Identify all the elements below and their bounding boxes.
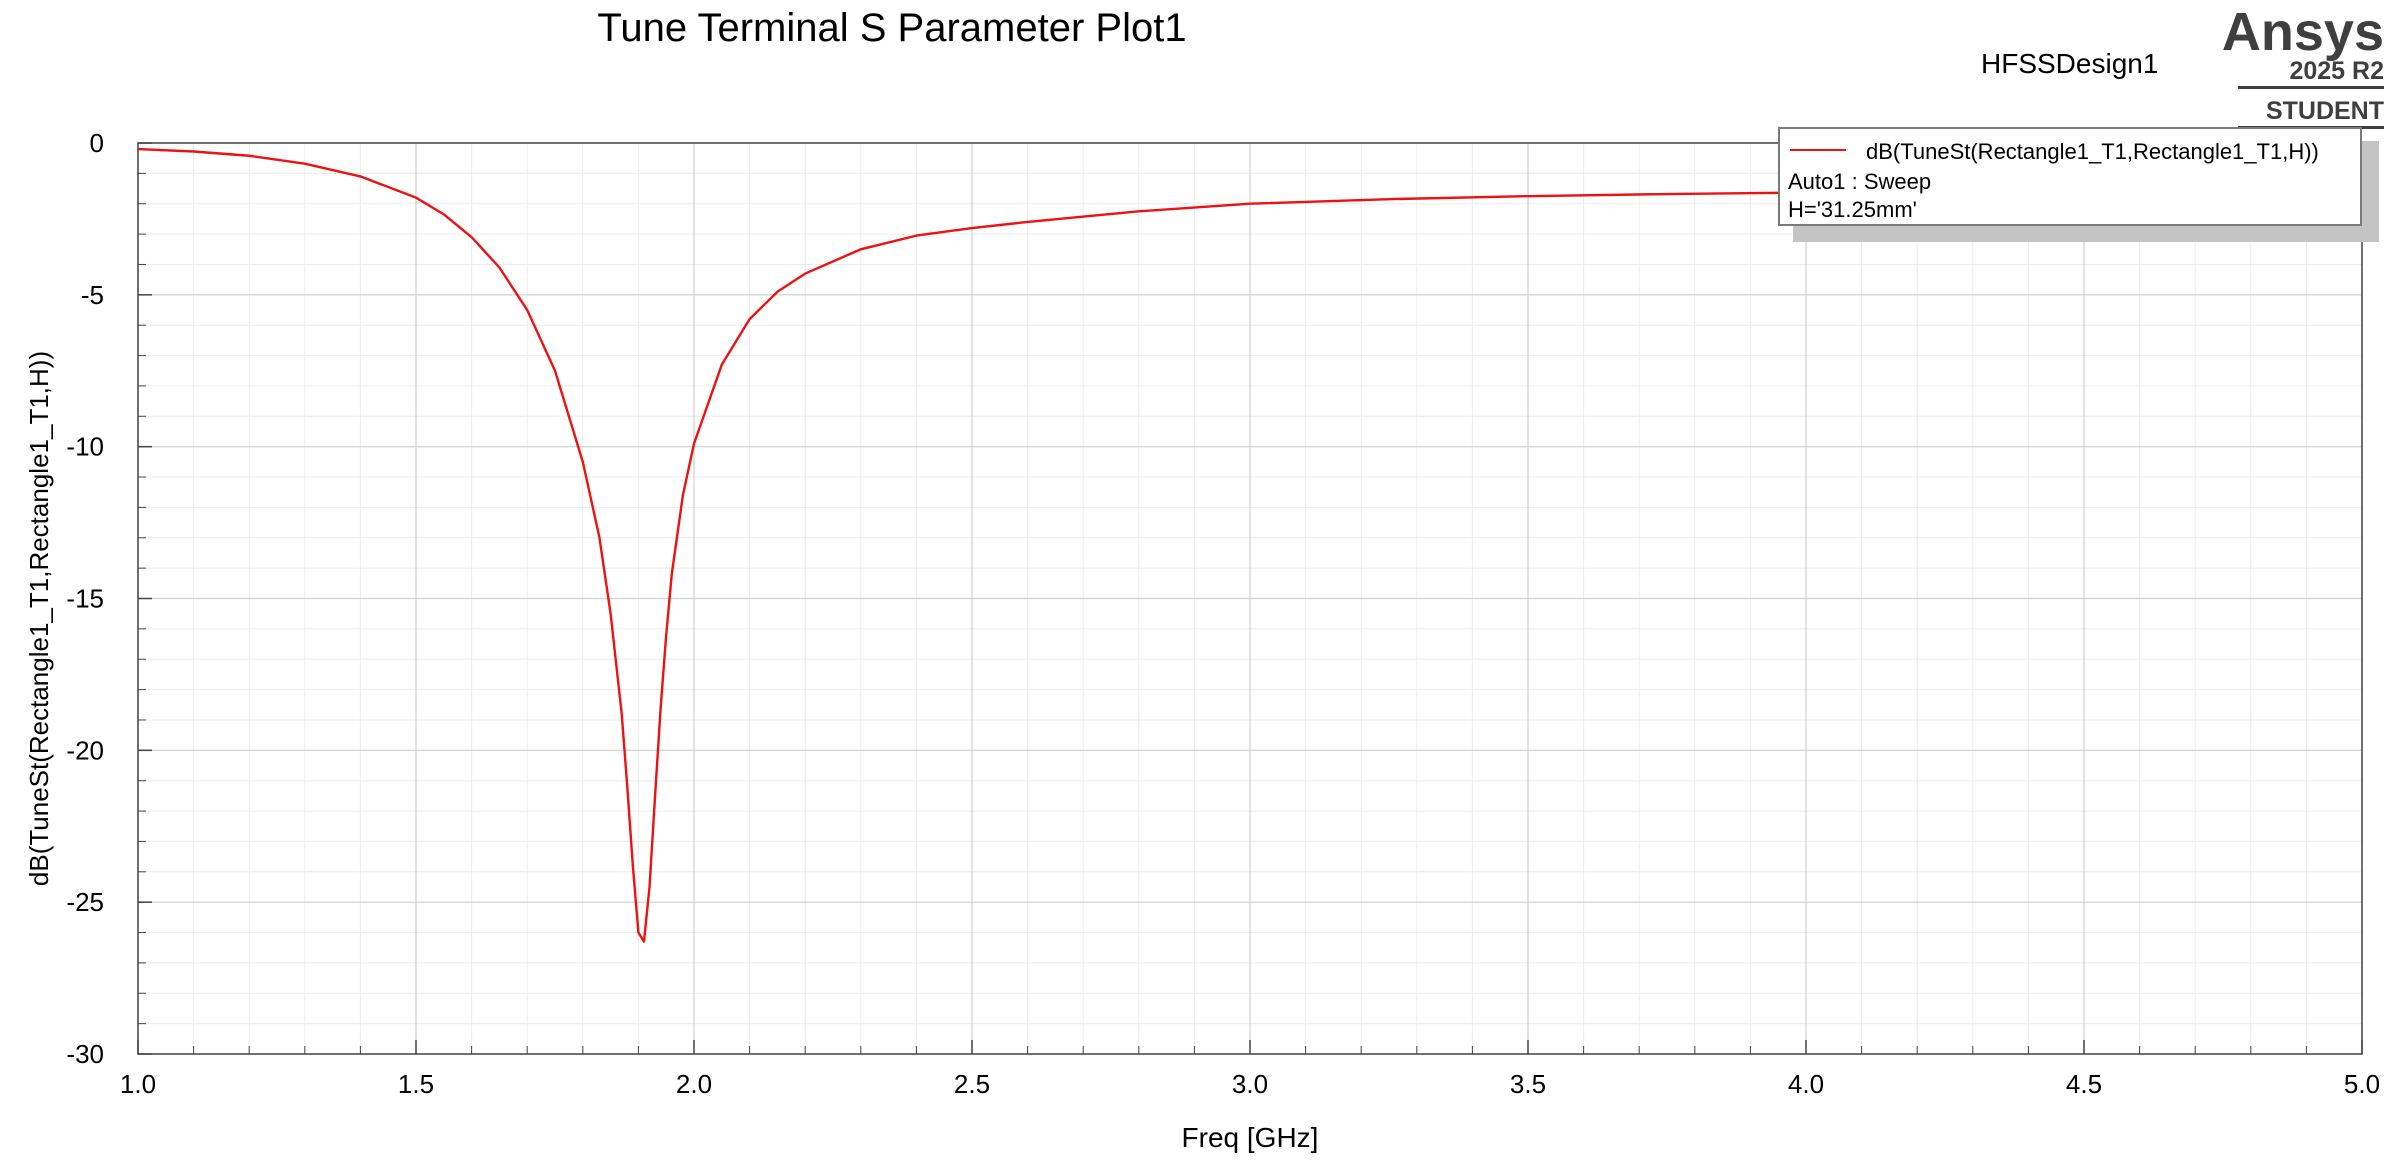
x-tick-label: 2.0 bbox=[676, 1069, 712, 1099]
brand-name: Ansys bbox=[2221, 2, 2384, 62]
legend-box[interactable]: dB(TuneSt(Rectangle1_T1,Rectangle1_T1,H)… bbox=[1778, 127, 2362, 226]
brand-divider-top bbox=[2238, 86, 2384, 89]
design-name: HFSSDesign1 bbox=[1981, 48, 2159, 79]
x-tick-label: 4.5 bbox=[2066, 1069, 2102, 1099]
y-axis-title: dB(TuneSt(Rectangle1_T1,Rectangle1_T1,H)… bbox=[24, 351, 54, 886]
series-line bbox=[137, 147, 2363, 943]
x-tick-label: 2.5 bbox=[954, 1069, 990, 1099]
y-tick-label: -15 bbox=[66, 584, 104, 614]
legend-variable-label: H='31.25mm' bbox=[1788, 197, 1917, 222]
x-tick-label: 3.5 bbox=[1510, 1069, 1546, 1099]
x-tick-label: 4.0 bbox=[1788, 1069, 1824, 1099]
legend-setup-label: Auto1 : Sweep bbox=[1788, 169, 1932, 194]
y-tick-labels: 0 -5 -10 -15 -20 -25 -30 bbox=[66, 128, 104, 1069]
x-tick-label: 1.0 bbox=[120, 1069, 156, 1099]
y-tick-label: -10 bbox=[66, 432, 104, 462]
y-tick-label: -5 bbox=[81, 280, 104, 310]
series-layer bbox=[137, 147, 2363, 943]
legend-series-label: dB(TuneSt(Rectangle1_T1,Rectangle1_T1,H)… bbox=[1866, 139, 2319, 164]
brand-edition: STUDENT bbox=[2265, 97, 2384, 125]
x-axis-title: Freq [GHz] bbox=[1182, 1122, 1319, 1153]
x-tick-label: 1.5 bbox=[398, 1069, 434, 1099]
axis-tick-marks bbox=[137, 142, 2363, 1055]
brand-version: 2025 R2 bbox=[2289, 57, 2384, 85]
y-tick-label: 0 bbox=[90, 128, 104, 158]
y-tick-label: -25 bbox=[66, 887, 104, 917]
legend-swatch bbox=[1790, 149, 1846, 151]
plot-area-frame bbox=[137, 142, 2363, 1055]
y-tick-label: -20 bbox=[66, 735, 104, 765]
plot-title: Tune Terminal S Parameter Plot1 bbox=[597, 6, 1187, 50]
y-tick-label: -30 bbox=[66, 1039, 104, 1069]
x-tick-label: 3.0 bbox=[1232, 1069, 1268, 1099]
x-tick-labels: 1.0 1.5 2.0 2.5 3.0 3.5 4.0 4.5 5.0 bbox=[120, 1069, 2380, 1099]
x-tick-label: 5.0 bbox=[2344, 1069, 2380, 1099]
